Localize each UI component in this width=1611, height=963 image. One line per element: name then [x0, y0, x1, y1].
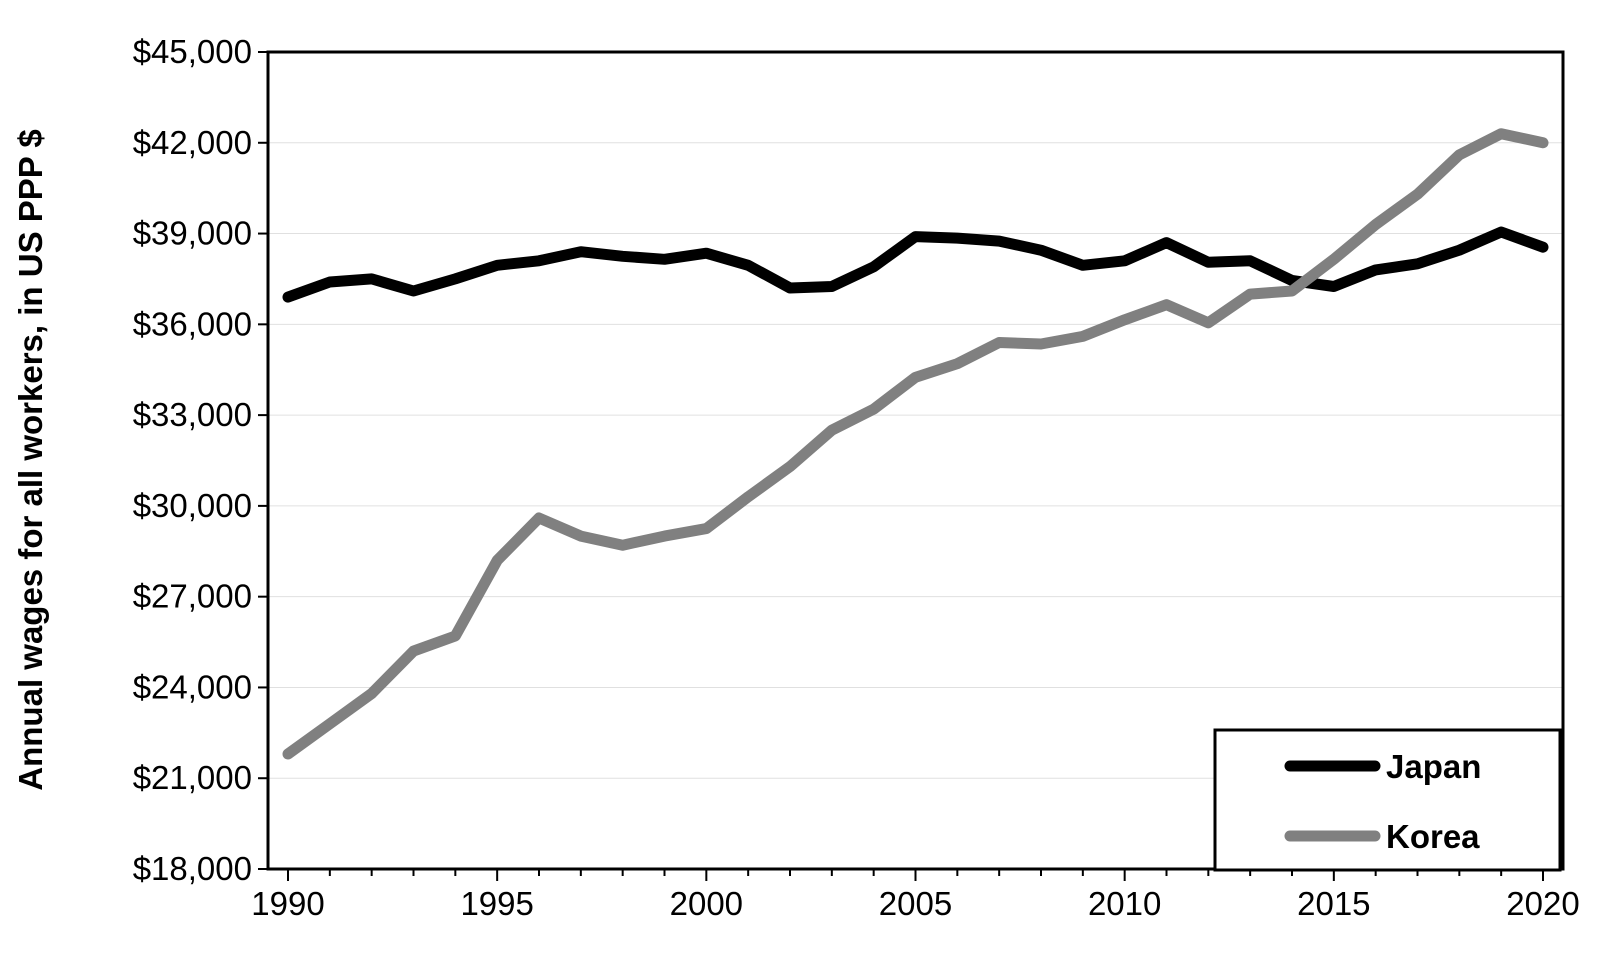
legend-box — [1213, 728, 1562, 872]
y-axis-label: Annual wages for all workers, in US PPP … — [12, 129, 49, 790]
y-tick-label: $45,000 — [133, 33, 252, 70]
x-tick-label: 2010 — [1088, 885, 1161, 922]
x-tick-label: 2015 — [1297, 885, 1370, 922]
legend-label-japan: Japan — [1386, 748, 1481, 785]
series-line-korea — [282, 128, 1549, 760]
y-tick-label: $33,000 — [133, 396, 252, 433]
y-tick-label: $42,000 — [133, 124, 252, 161]
y-tick-label: $39,000 — [133, 215, 252, 252]
y-tick-label: $24,000 — [133, 668, 252, 705]
y-tick-label: $27,000 — [133, 578, 252, 615]
series-lines — [282, 128, 1549, 760]
y-tick-label: $21,000 — [133, 759, 252, 796]
y-tick-label: $18,000 — [133, 850, 252, 887]
y-axis: $18,000 $21,000 $24,000 $27,000 $30,000 $33,0… — [133, 33, 268, 887]
x-tick-label: 2020 — [1506, 885, 1579, 922]
legend-label-korea: Korea — [1386, 818, 1480, 855]
x-axis: 1990 1995 2000 2005 2010 2015 2020 — [251, 869, 1580, 922]
x-tick-label: 1995 — [460, 885, 533, 922]
gridlines — [268, 142, 1563, 779]
series-line-japan — [282, 226, 1549, 303]
y-tick-label: $36,000 — [133, 305, 252, 342]
y-tick-label: $30,000 — [133, 487, 252, 524]
legend: Japan Korea — [1213, 728, 1562, 872]
x-tick-label: 2005 — [879, 885, 952, 922]
x-tick-label: 1990 — [251, 885, 324, 922]
x-tick-label: 2000 — [670, 885, 743, 922]
